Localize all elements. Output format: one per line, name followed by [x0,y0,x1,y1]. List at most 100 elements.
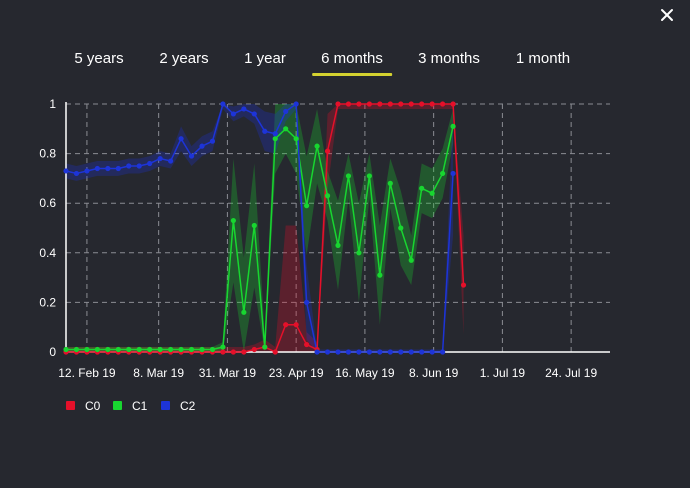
point-c1[interactable] [251,222,257,229]
point-c1[interactable] [220,344,226,350]
point-c0[interactable] [283,322,289,328]
point-c0[interactable] [293,322,299,328]
point-c2[interactable] [366,349,372,355]
point-c2[interactable] [94,165,100,172]
point-c0[interactable] [345,101,352,107]
point-c2[interactable] [304,299,310,305]
point-c2[interactable] [324,349,331,355]
point-c2[interactable] [105,165,111,172]
point-c2[interactable] [241,106,247,112]
point-c1[interactable] [440,170,446,177]
point-c2[interactable] [230,111,236,117]
point-c0[interactable] [241,349,247,355]
point-c1[interactable] [272,136,278,142]
point-c1[interactable] [450,123,456,129]
point-c1[interactable] [429,190,435,196]
point-c1[interactable] [398,225,404,231]
point-c2[interactable] [209,138,216,144]
point-c2[interactable] [168,158,174,164]
point-c2[interactable] [251,111,257,117]
point-c2[interactable] [356,349,362,355]
point-c1[interactable] [105,346,111,353]
tab-1-year[interactable]: 1 year [244,50,286,67]
point-c0[interactable] [429,101,435,107]
point-c1[interactable] [178,346,184,353]
point-c1[interactable] [147,346,153,353]
point-c0[interactable] [440,101,446,107]
point-c2[interactable] [314,349,320,355]
point-c1[interactable] [73,346,80,353]
point-c1[interactable] [387,180,393,186]
point-c0[interactable] [356,101,362,107]
point-c1[interactable] [157,346,163,353]
point-c1[interactable] [356,250,362,256]
point-c2[interactable] [157,155,163,162]
point-c1[interactable] [209,346,216,353]
close-button[interactable] [656,4,678,26]
point-c0[interactable] [366,101,372,107]
tab-3-months[interactable]: 3 months [418,50,480,67]
point-c1[interactable] [293,136,299,142]
point-c1[interactable] [377,272,383,278]
point-c2[interactable] [73,170,80,177]
point-c1[interactable] [199,346,205,353]
point-c1[interactable] [115,346,121,353]
point-c0[interactable] [272,349,278,355]
tab-5-years[interactable]: 5 years [74,50,124,67]
point-c1[interactable] [283,126,289,132]
point-c1[interactable] [419,185,425,191]
point-c2[interactable] [188,153,195,159]
point-c2[interactable] [115,165,121,172]
point-c2[interactable] [178,136,184,142]
point-c1[interactable] [188,346,195,353]
point-c2[interactable] [440,349,446,355]
point-c1[interactable] [304,203,310,209]
point-c2[interactable] [262,128,268,134]
point-c2[interactable] [408,349,414,355]
point-c1[interactable] [262,344,268,350]
point-c2[interactable] [387,349,393,355]
point-c1[interactable] [345,173,352,179]
point-c0[interactable] [408,101,414,107]
point-c1[interactable] [63,346,69,353]
point-c0[interactable] [251,346,257,353]
point-c1[interactable] [168,346,174,353]
point-c1[interactable] [314,143,320,149]
point-c2[interactable] [345,349,352,355]
point-c1[interactable] [241,309,247,315]
point-c2[interactable] [450,170,456,177]
point-c0[interactable] [377,101,383,107]
point-c1[interactable] [126,346,132,353]
point-c2[interactable] [272,131,278,137]
point-c0[interactable] [230,349,236,355]
point-c0[interactable] [220,349,226,355]
point-c2[interactable] [283,108,289,115]
tab-2-years[interactable]: 2 years [159,50,209,67]
point-c1[interactable] [324,193,331,199]
point-c2[interactable] [419,349,425,355]
point-c0[interactable] [387,101,393,107]
point-c2[interactable] [293,101,299,107]
point-c0[interactable] [450,101,456,107]
point-c2[interactable] [199,143,205,149]
point-c0[interactable] [324,148,331,154]
point-c2[interactable] [136,163,142,169]
point-c0[interactable] [419,101,425,107]
tab-1-month[interactable]: 1 month [515,50,571,67]
point-c1[interactable] [84,346,90,353]
point-c0[interactable] [304,341,310,348]
point-c2[interactable] [429,349,435,355]
point-c1[interactable] [136,346,142,353]
point-c2[interactable] [147,160,153,167]
point-c1[interactable] [230,217,236,224]
point-c2[interactable] [63,168,69,174]
tab-6-months[interactable]: 6 months [312,48,392,78]
point-c2[interactable] [377,349,383,355]
point-c0[interactable] [398,101,404,107]
point-c1[interactable] [94,346,100,353]
point-c2[interactable] [84,168,90,174]
point-c0[interactable] [460,282,467,288]
point-c2[interactable] [126,163,132,169]
point-c2[interactable] [335,349,341,355]
point-c0[interactable] [335,101,341,107]
